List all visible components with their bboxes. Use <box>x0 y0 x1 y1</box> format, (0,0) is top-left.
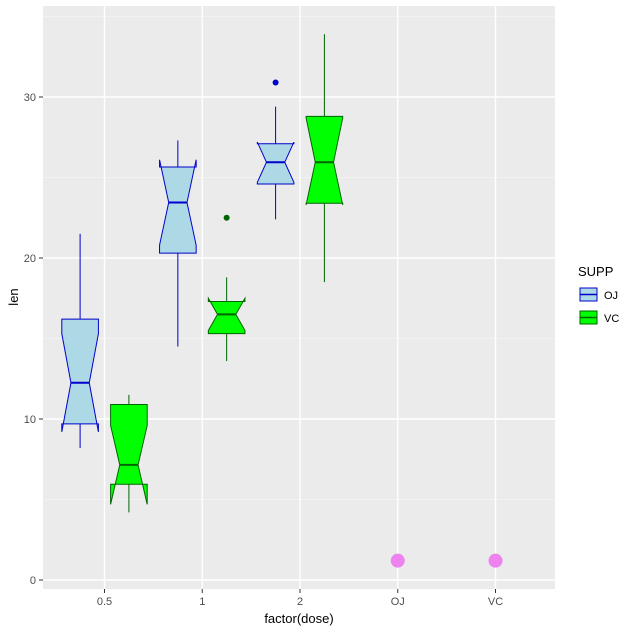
y-tick-label: 30 <box>24 92 36 104</box>
legend-label-oj: OJ <box>604 290 618 302</box>
y-tick-label: 20 <box>24 253 36 265</box>
notched-box <box>159 159 197 254</box>
boxplot-vc-1 <box>207 214 246 362</box>
notched-box <box>305 115 344 205</box>
x-tick-label: 2 <box>297 596 303 608</box>
minor-gridlines <box>43 16 555 500</box>
x-tick-label: 0.5 <box>97 596 112 608</box>
notched-box <box>207 296 246 335</box>
y-tick-labels: 0 10 20 30 <box>24 92 36 587</box>
y-axis-title: len <box>6 288 21 305</box>
points-layer <box>390 553 503 568</box>
notched-box <box>61 318 99 432</box>
outlier-point <box>272 79 279 86</box>
x-tick-label: OJ <box>391 596 405 608</box>
plot-panel <box>43 6 555 589</box>
legend-item-vc: VC <box>579 310 619 325</box>
notched-box <box>110 404 148 505</box>
boxplot-layer <box>61 34 344 513</box>
boxplot-oj-0.5 <box>61 233 99 448</box>
legend-title: SUPP <box>578 264 613 279</box>
x-tick-label: 1 <box>199 596 205 608</box>
legend: SUPP OJ VC <box>578 264 619 325</box>
point-vc <box>488 553 503 568</box>
x-tick-labels: 0.5 1 2 OJ VC <box>97 596 503 608</box>
x-tick-label: VC <box>488 596 503 608</box>
outlier-point <box>223 214 230 221</box>
y-tick-label: 0 <box>30 575 36 587</box>
point-oj <box>390 553 405 568</box>
boxplot-vc-2 <box>305 34 344 283</box>
x-axis-title: factor(dose) <box>264 611 333 626</box>
y-tick-label: 10 <box>24 414 36 426</box>
legend-label-vc: VC <box>604 313 619 325</box>
legend-item-oj: OJ <box>579 287 618 302</box>
axis-ticks <box>39 96 496 593</box>
boxplot-vc-0.5 <box>110 394 148 513</box>
boxplot-oj-1 <box>159 140 197 347</box>
boxplot-oj-2 <box>256 79 295 220</box>
